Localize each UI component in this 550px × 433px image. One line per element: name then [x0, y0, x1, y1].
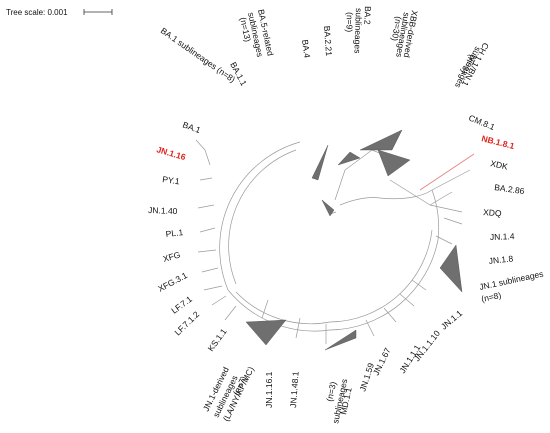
- label-jn1-16: JN.1.16: [155, 144, 187, 162]
- label-jn1-48-1: JN.1.48.1: [288, 371, 301, 408]
- label-nb1-8-1: NB.1.8.1: [481, 133, 516, 151]
- scale-bar: [83, 9, 113, 15]
- label-jn1-8: JN.1.8: [488, 253, 514, 266]
- label-ba4: BA.4: [300, 39, 313, 59]
- label-cm8-1: CM.8.1: [467, 113, 496, 133]
- label-ba2-line3: (n=9): [344, 12, 355, 33]
- clade-ba5-related: [311, 144, 329, 181]
- label-py1: PY.1: [162, 174, 181, 186]
- label-jn1-sub-line2: (n=8): [480, 290, 502, 304]
- tree-branches: [195, 139, 471, 344]
- label-jn1-67: JN.1.67: [371, 346, 393, 377]
- label-ks1-1: KS.1.1: [206, 326, 229, 353]
- scale-label: Tree scale: 0.001: [6, 8, 68, 17]
- label-ba1-sublineages: BA.1 sublineages (n=8): [159, 25, 237, 84]
- label-xdk: XDK: [490, 158, 509, 171]
- clade-md1-1: [324, 329, 357, 351]
- label-ba2-86: BA.2.86: [494, 182, 526, 196]
- clade-jn1-sublineages: [439, 244, 463, 293]
- label-jn1-40: JN.1.40: [148, 205, 178, 216]
- label-ba2-21: BA.2.21: [322, 25, 334, 56]
- label-xfg3-1: XFG.3.1: [156, 270, 189, 294]
- clade-jn1-derived: [245, 319, 287, 346]
- clade-xbb-derived: [359, 129, 403, 151]
- clade-ch-bn: [377, 149, 411, 177]
- label-jn1-16-1: JN.1.16.1: [264, 371, 274, 408]
- label-ba1: BA.1: [181, 119, 202, 135]
- highlight-branch-nb1-8-1: [419, 153, 475, 191]
- label-jn1-4: JN.1.4: [490, 231, 515, 242]
- clade-ba2: [337, 151, 361, 166]
- clade-small-inner: [321, 199, 335, 217]
- label-ba2-line1: BA.2: [362, 6, 373, 25]
- label-md-line3: (n=3): [324, 381, 338, 403]
- label-xbb-line3: (n=30): [390, 16, 404, 42]
- label-ba2-line2: sublineages: [352, 8, 364, 54]
- collapsed-clades: [245, 129, 463, 351]
- label-jn1-sub-line1: JN.1 sublineages: [478, 269, 544, 292]
- label-xdq: XDQ: [483, 207, 502, 218]
- label-jn1-59: JN.1.59: [357, 361, 376, 392]
- label-pl1: PL.1: [165, 227, 184, 239]
- leaf-labels: BA.1.1 BA.1 sublineages (n=8) BA.5-relat…: [148, 6, 544, 424]
- label-jn1-1: JN.1.1: [439, 308, 464, 332]
- label-xfg: XFG: [162, 249, 182, 263]
